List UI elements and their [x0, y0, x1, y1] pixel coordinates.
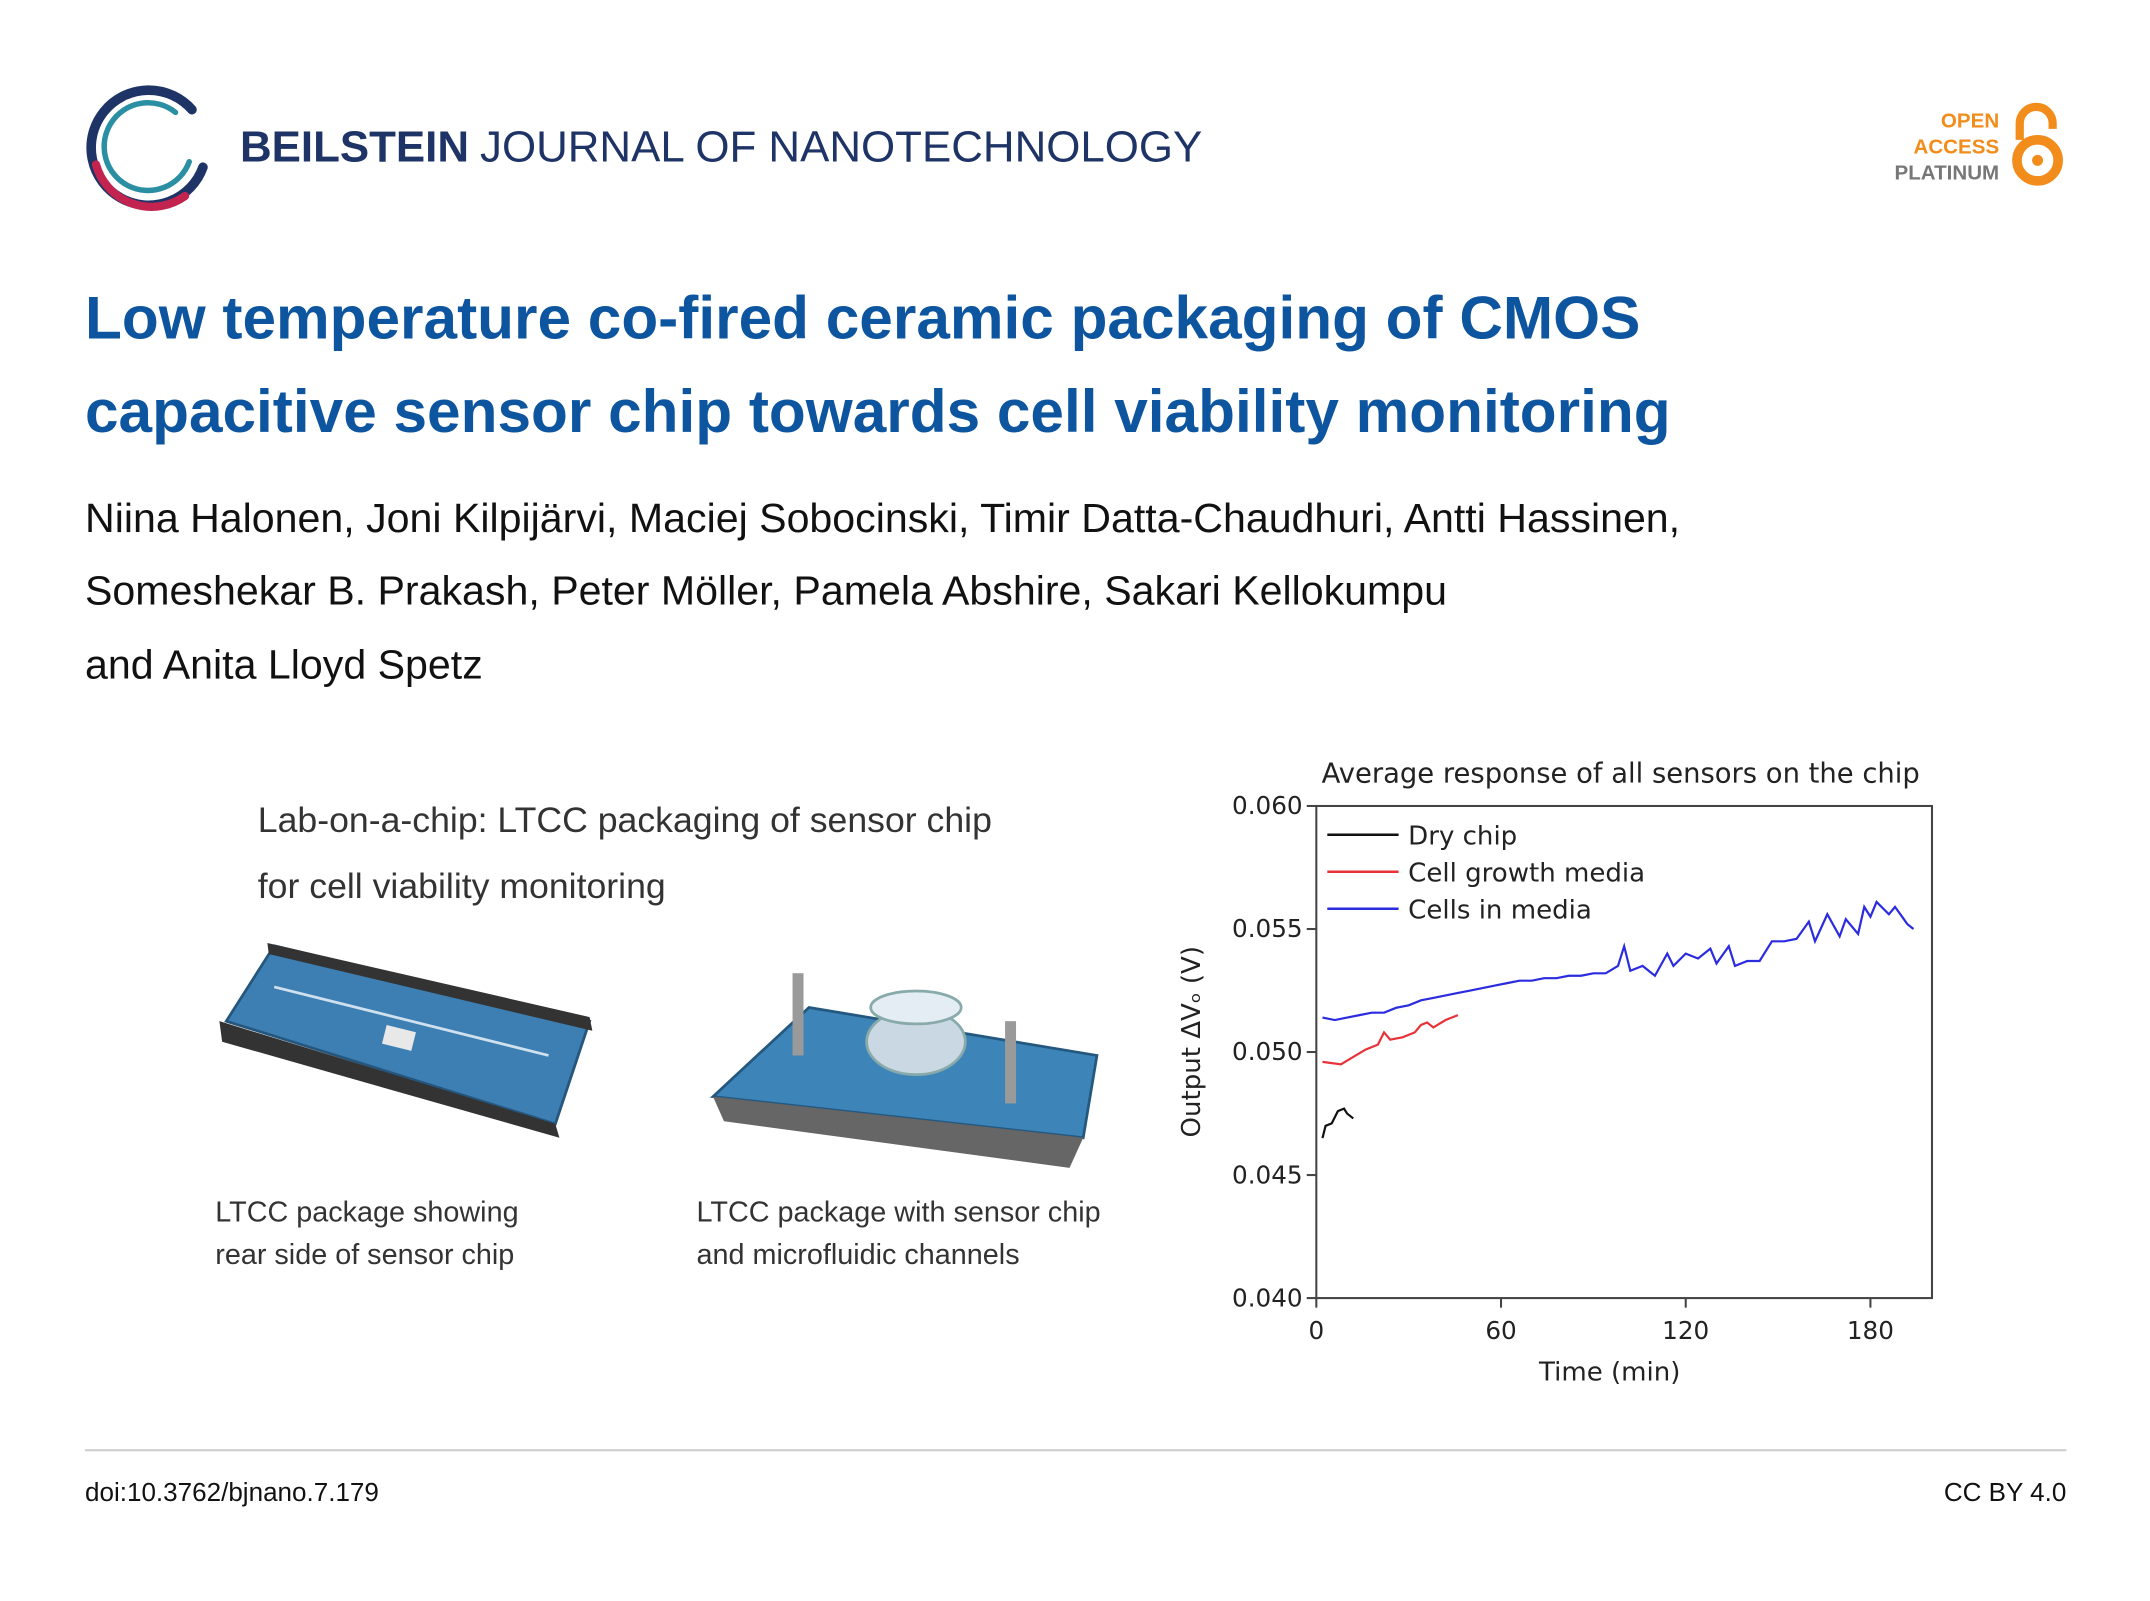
journal-name: BEILSTEIN JOURNAL OF NANOTECHNOLOGY: [240, 123, 1202, 172]
figure-heading: for cell viability monitoring: [258, 866, 666, 906]
chart: Average response of all sensors on the c…: [1177, 759, 1934, 1387]
journal-logo: [86, 85, 208, 211]
figure-caption: LTCC package showing: [215, 1196, 518, 1228]
authors: and Anita Lloyd Spetz: [85, 642, 483, 688]
y-tick-label: 0.050: [1232, 1037, 1303, 1066]
figure-caption: and microfluidic channels: [697, 1239, 1020, 1271]
photo-chip-package: [709, 973, 1099, 1168]
x-tick-label: 60: [1485, 1316, 1516, 1345]
journal-bold: BEILSTEIN: [240, 123, 469, 172]
legend-label: Dry chip: [1408, 821, 1517, 851]
badge-line: PLATINUM: [1895, 162, 2000, 185]
x-tick-label: 180: [1847, 1316, 1894, 1345]
figure-caption: rear side of sensor chip: [215, 1239, 514, 1271]
legend-label: Cell growth media: [1408, 858, 1645, 888]
open-access-icon: [2012, 102, 2063, 186]
figure-heading: Lab-on-a-chip: LTCC packaging of sensor …: [258, 800, 992, 840]
journal-rest: JOURNAL OF NANOTECHNOLOGY: [480, 123, 1202, 172]
x-tick-label: 0: [1308, 1316, 1324, 1345]
series-line: [1322, 900, 1915, 1022]
license: CC BY 4.0: [1944, 1477, 2067, 1507]
y-tick-label: 0.045: [1232, 1160, 1303, 1189]
series-line: [1322, 1014, 1459, 1066]
figure-caption: LTCC package with sensor chip: [697, 1196, 1101, 1228]
y-axis-label: Output ΔVₒ (V): [1177, 946, 1207, 1137]
chart-title: Average response of all sensors on the c…: [1322, 759, 1920, 790]
series-line: [1321, 1107, 1354, 1139]
authors: Someshekar B. Prakash, Peter Möller, Pam…: [85, 567, 1447, 613]
y-tick-label: 0.055: [1232, 914, 1303, 943]
x-tick-label: 120: [1662, 1316, 1709, 1345]
authors: Niina Halonen, Joni Kilpijärvi, Maciej S…: [85, 495, 1680, 541]
photo-chip-rear: [219, 943, 593, 1138]
doi: doi:10.3762/bjnano.7.179: [85, 1477, 379, 1507]
legend-label: Cells in media: [1408, 895, 1592, 925]
article-title: Low temperature co-fired ceramic packagi…: [85, 284, 1640, 352]
y-tick-label: 0.060: [1232, 791, 1303, 820]
badge-line: OPEN: [1941, 109, 1999, 132]
x-axis-label: Time (min): [1538, 1357, 1680, 1387]
y-tick-label: 0.040: [1232, 1283, 1303, 1312]
article-title: capacitive sensor chip towards cell viab…: [85, 377, 1671, 445]
badge-line: ACCESS: [1914, 136, 2000, 159]
